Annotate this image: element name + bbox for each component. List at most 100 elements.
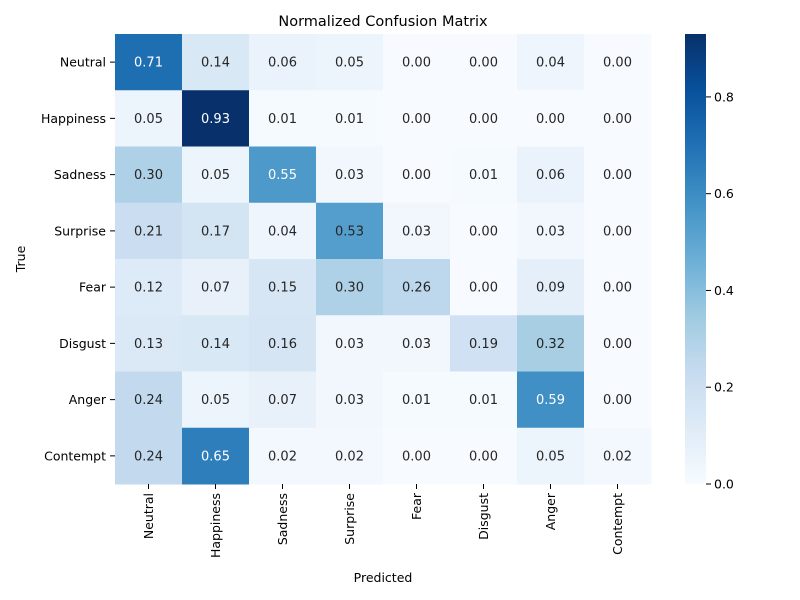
y-axis-ticks: Neutral Happiness Sadness Surprise Fear Disgu… — [41, 55, 115, 463]
heatmap-cell — [450, 427, 518, 485]
cell-value-label: 0.17 — [201, 224, 230, 239]
cell-value-label: 0.00 — [603, 393, 632, 408]
heatmap-cell — [249, 90, 317, 147]
cell-value-label: 0.05 — [335, 56, 364, 71]
heatmap-cell — [182, 371, 250, 429]
heatmap-cell — [584, 427, 652, 485]
cell-value-label: 0.05 — [536, 449, 565, 464]
heatmap-cell — [584, 202, 652, 260]
cell-value-label: 0.00 — [469, 281, 498, 296]
heatmap-cell — [517, 427, 585, 485]
heatmap-cell — [450, 259, 518, 316]
cell-value-label: 0.93 — [201, 112, 230, 127]
heatmap-cell — [383, 34, 451, 91]
heatmap-cell — [115, 371, 183, 429]
colorbar-tick-label: 0.0 — [714, 477, 734, 492]
cell-value-label: 0.24 — [134, 449, 163, 464]
heatmap-cell — [316, 315, 384, 372]
x-tick-label: Surprise — [342, 493, 357, 545]
cell-value-label: 0.00 — [402, 112, 431, 127]
cell-value-label: 0.00 — [402, 56, 431, 71]
cell-value-label: 0.12 — [134, 281, 163, 296]
cell-value-label: 0.00 — [603, 281, 632, 296]
heatmap-cell — [115, 202, 183, 260]
cell-value-label: 0.03 — [335, 393, 364, 408]
cell-value-label: 0.24 — [134, 393, 163, 408]
cell-value-label: 0.03 — [536, 224, 565, 239]
cell-value-label: 0.00 — [603, 337, 632, 352]
heatmap-cell — [450, 90, 518, 147]
heatmap-cell — [249, 259, 317, 316]
cell-value-label: 0.07 — [201, 281, 230, 296]
cell-value-label: 0.19 — [469, 337, 498, 352]
x-tick-label: Sadness — [275, 493, 290, 545]
cell-value-label: 0.03 — [402, 337, 431, 352]
heatmap-cell — [115, 427, 183, 485]
cell-value-label: 0.01 — [469, 393, 498, 408]
heatmap-cell — [517, 34, 585, 91]
cell-value-label: 0.03 — [335, 337, 364, 352]
y-tick-label: Sadness — [54, 167, 106, 182]
heatmap-cell — [182, 315, 250, 372]
heatmap-cell — [115, 315, 183, 372]
cell-value-label: 0.02 — [335, 449, 364, 464]
cell-value-label: 0.00 — [469, 112, 498, 127]
heatmap-cell — [383, 146, 451, 204]
y-axis-label: True — [13, 245, 28, 273]
heatmap-cell — [450, 371, 518, 429]
cell-value-label: 0.59 — [536, 393, 565, 408]
cell-value-label: 0.21 — [134, 224, 163, 239]
x-tick-label: Disgust — [476, 493, 491, 540]
heatmap-cell — [383, 427, 451, 485]
heatmap-cell — [249, 427, 317, 485]
colorbar-tick-label: 0.4 — [714, 283, 734, 298]
cell-value-label: 0.01 — [469, 168, 498, 183]
heatmap-cell — [316, 202, 384, 260]
colorbar-tick-label: 0.2 — [714, 380, 734, 395]
x-tick-label: Happiness — [208, 493, 223, 558]
colorbar-tick-label: 0.6 — [714, 186, 734, 201]
cell-value-label: 0.00 — [469, 224, 498, 239]
colorbar-tick-label: 0.8 — [714, 89, 734, 104]
cell-value-label: 0.00 — [603, 168, 632, 183]
heatmap-cell — [450, 146, 518, 204]
heatmap-cell — [249, 315, 317, 372]
heatmap-cell — [584, 90, 652, 147]
heatmap-cell — [383, 371, 451, 429]
heatmap-cell — [517, 371, 585, 429]
cell-value-label: 0.01 — [268, 112, 297, 127]
cell-value-label: 0.14 — [201, 337, 230, 352]
x-tick-label: Fear — [409, 492, 424, 520]
y-tick-label: Happiness — [41, 111, 106, 126]
heatmap-cell — [450, 34, 518, 91]
cell-value-label: 0.30 — [335, 281, 364, 296]
cell-value-label: 0.02 — [268, 449, 297, 464]
cell-value-label: 0.65 — [201, 449, 230, 464]
cell-value-label: 0.30 — [134, 168, 163, 183]
heatmap-cell — [584, 259, 652, 316]
heatmap-cell — [115, 146, 183, 204]
cell-value-label: 0.01 — [402, 393, 431, 408]
heatmap-cell — [450, 202, 518, 260]
heatmap-cell — [383, 315, 451, 372]
cell-value-label: 0.03 — [335, 168, 364, 183]
heatmap-cell — [182, 34, 250, 91]
cell-value-label: 0.03 — [402, 224, 431, 239]
heatmap-cell — [182, 202, 250, 260]
heatmap-cell — [316, 90, 384, 147]
heatmap-cell — [182, 90, 250, 147]
chart-title: Normalized Confusion Matrix — [278, 14, 488, 30]
cell-value-label: 0.00 — [536, 112, 565, 127]
cell-value-label: 0.00 — [402, 168, 431, 183]
cell-value-label: 0.01 — [335, 112, 364, 127]
heatmap-cell — [316, 427, 384, 485]
heatmap-cell — [517, 259, 585, 316]
cell-value-label: 0.00 — [603, 224, 632, 239]
cell-value-label: 0.00 — [603, 56, 632, 71]
cell-value-label: 0.00 — [603, 112, 632, 127]
x-tick-label: Neutral — [141, 493, 156, 539]
cell-value-label: 0.53 — [335, 224, 364, 239]
heatmap-cell — [517, 146, 585, 204]
heatmap-cell-labels: 0.71 0.14 0.06 0.05 0.00 0.00 0.04 0.00 0.05 0.93… — [134, 56, 632, 465]
cell-value-label: 0.05 — [201, 393, 230, 408]
